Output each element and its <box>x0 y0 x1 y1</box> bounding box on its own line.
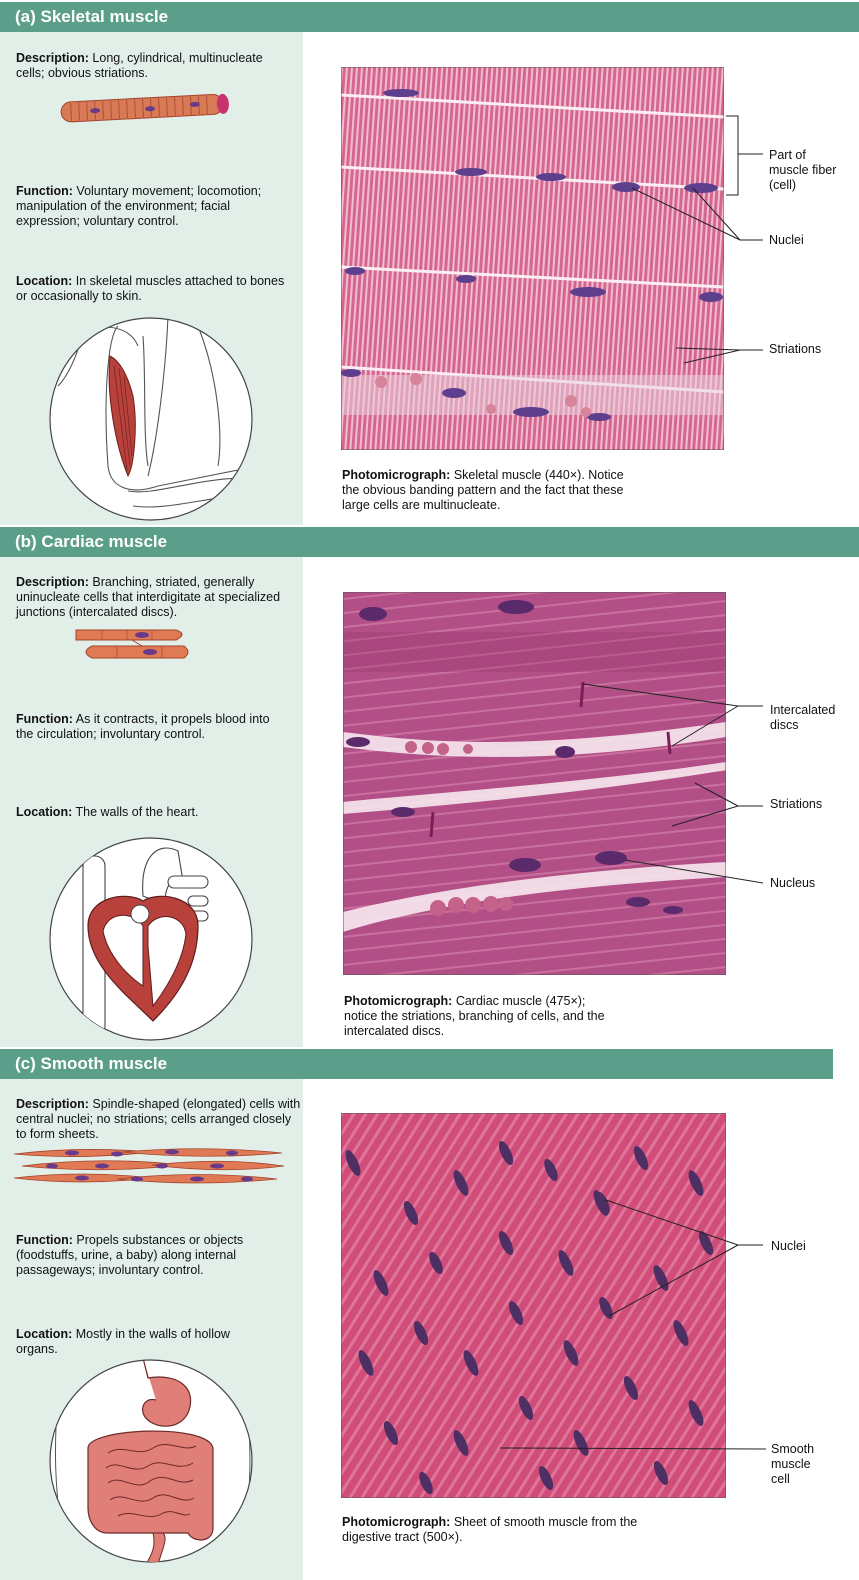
section-b-location: Location: The walls of the heart. <box>16 805 286 820</box>
location-text: Mostly in the walls of hollow organs. <box>16 1327 230 1356</box>
smooth-photomicrograph <box>341 1113 726 1498</box>
arm-illustration <box>49 317 253 521</box>
smooth-cells-illustration <box>13 1148 285 1184</box>
digestive-tract-illustration <box>49 1359 253 1563</box>
cardiac-photomicrograph <box>343 592 726 975</box>
function-label: Function: <box>16 184 73 198</box>
section-c-location: Location: Mostly in the walls of hollow … <box>16 1327 266 1357</box>
description-text: Long, cylindrical, multinucleate cells; … <box>16 51 263 80</box>
label-part-of-muscle-fiber: Part of muscle fiber (cell) <box>769 148 837 192</box>
section-a-location: Location: In skeletal muscles attached t… <box>16 274 286 304</box>
skeletal-photomicrograph <box>341 67 724 450</box>
caption-text: Sheet of smooth muscle from the digestiv… <box>342 1515 638 1544</box>
label-nucleus: Nucleus <box>770 876 816 890</box>
location-label: Location: <box>16 805 73 819</box>
section-c-header: (c) Smooth muscle <box>0 1049 833 1079</box>
function-label: Function: <box>16 1233 73 1247</box>
location-label: Location: <box>16 274 73 288</box>
section-c-caption: Photomicrograph: Sheet of smooth muscle … <box>342 1515 652 1545</box>
label-nuclei: Nuclei <box>771 1239 806 1253</box>
caption-label: Photomicrograph: <box>344 994 453 1008</box>
function-label: Function: <box>16 712 73 726</box>
caption-label: Photomicrograph: <box>342 468 451 482</box>
description-label: Description: <box>16 1097 89 1111</box>
location-label: Location: <box>16 1327 73 1341</box>
description-label: Description: <box>16 51 89 65</box>
label-striations: Striations <box>770 797 823 811</box>
label-smooth-muscle-cell: Smooth muscle cell <box>771 1442 815 1486</box>
section-c-description: Description: Spindle-shaped (elongated) … <box>16 1097 301 1142</box>
function-text: Voluntary movement; locomotion; manipula… <box>16 184 262 228</box>
cardiac-cells-illustration <box>75 629 189 659</box>
section-a-caption: Photomicrograph: Skeletal muscle (440×).… <box>342 468 632 513</box>
description-text: Branching, striated, generally uninuclea… <box>16 575 281 619</box>
description-label: Description: <box>16 575 89 589</box>
location-text: In skeletal muscles attached to bones or… <box>16 274 285 303</box>
skeletal-fiber-illustration <box>60 93 229 123</box>
label-striations: Striations <box>769 342 822 356</box>
description-text: Spindle-shaped (elongated) cells with ce… <box>16 1097 301 1141</box>
label-intercalated-discs: Intercalated discs <box>770 703 836 732</box>
section-b-description: Description: Branching, striated, genera… <box>16 575 291 620</box>
location-text: The walls of the heart. <box>75 805 199 819</box>
function-text: As it contracts, it propels blood into t… <box>16 712 270 741</box>
section-b-function: Function: As it contracts, it propels bl… <box>16 712 286 742</box>
caption-text: Cardiac muscle (475×); notice the striat… <box>344 994 605 1038</box>
heart-illustration <box>49 837 253 1041</box>
function-text: Propels substances or objects (foodstuff… <box>16 1233 244 1277</box>
section-c-function: Function: Propels substances or objects … <box>16 1233 276 1278</box>
caption-label: Photomicrograph: <box>342 1515 451 1529</box>
section-a-description: Description: Long, cylindrical, multinuc… <box>16 51 291 81</box>
section-a-function: Function: Voluntary movement; locomotion… <box>16 184 296 229</box>
caption-text: Skeletal muscle (440×). Notice the obvio… <box>342 468 624 512</box>
label-nuclei: Nuclei <box>769 233 804 247</box>
section-b-header: (b) Cardiac muscle <box>0 527 859 557</box>
section-b-caption: Photomicrograph: Cardiac muscle (475×); … <box>344 994 619 1039</box>
section-a-header: (a) Skeletal muscle <box>0 2 859 32</box>
